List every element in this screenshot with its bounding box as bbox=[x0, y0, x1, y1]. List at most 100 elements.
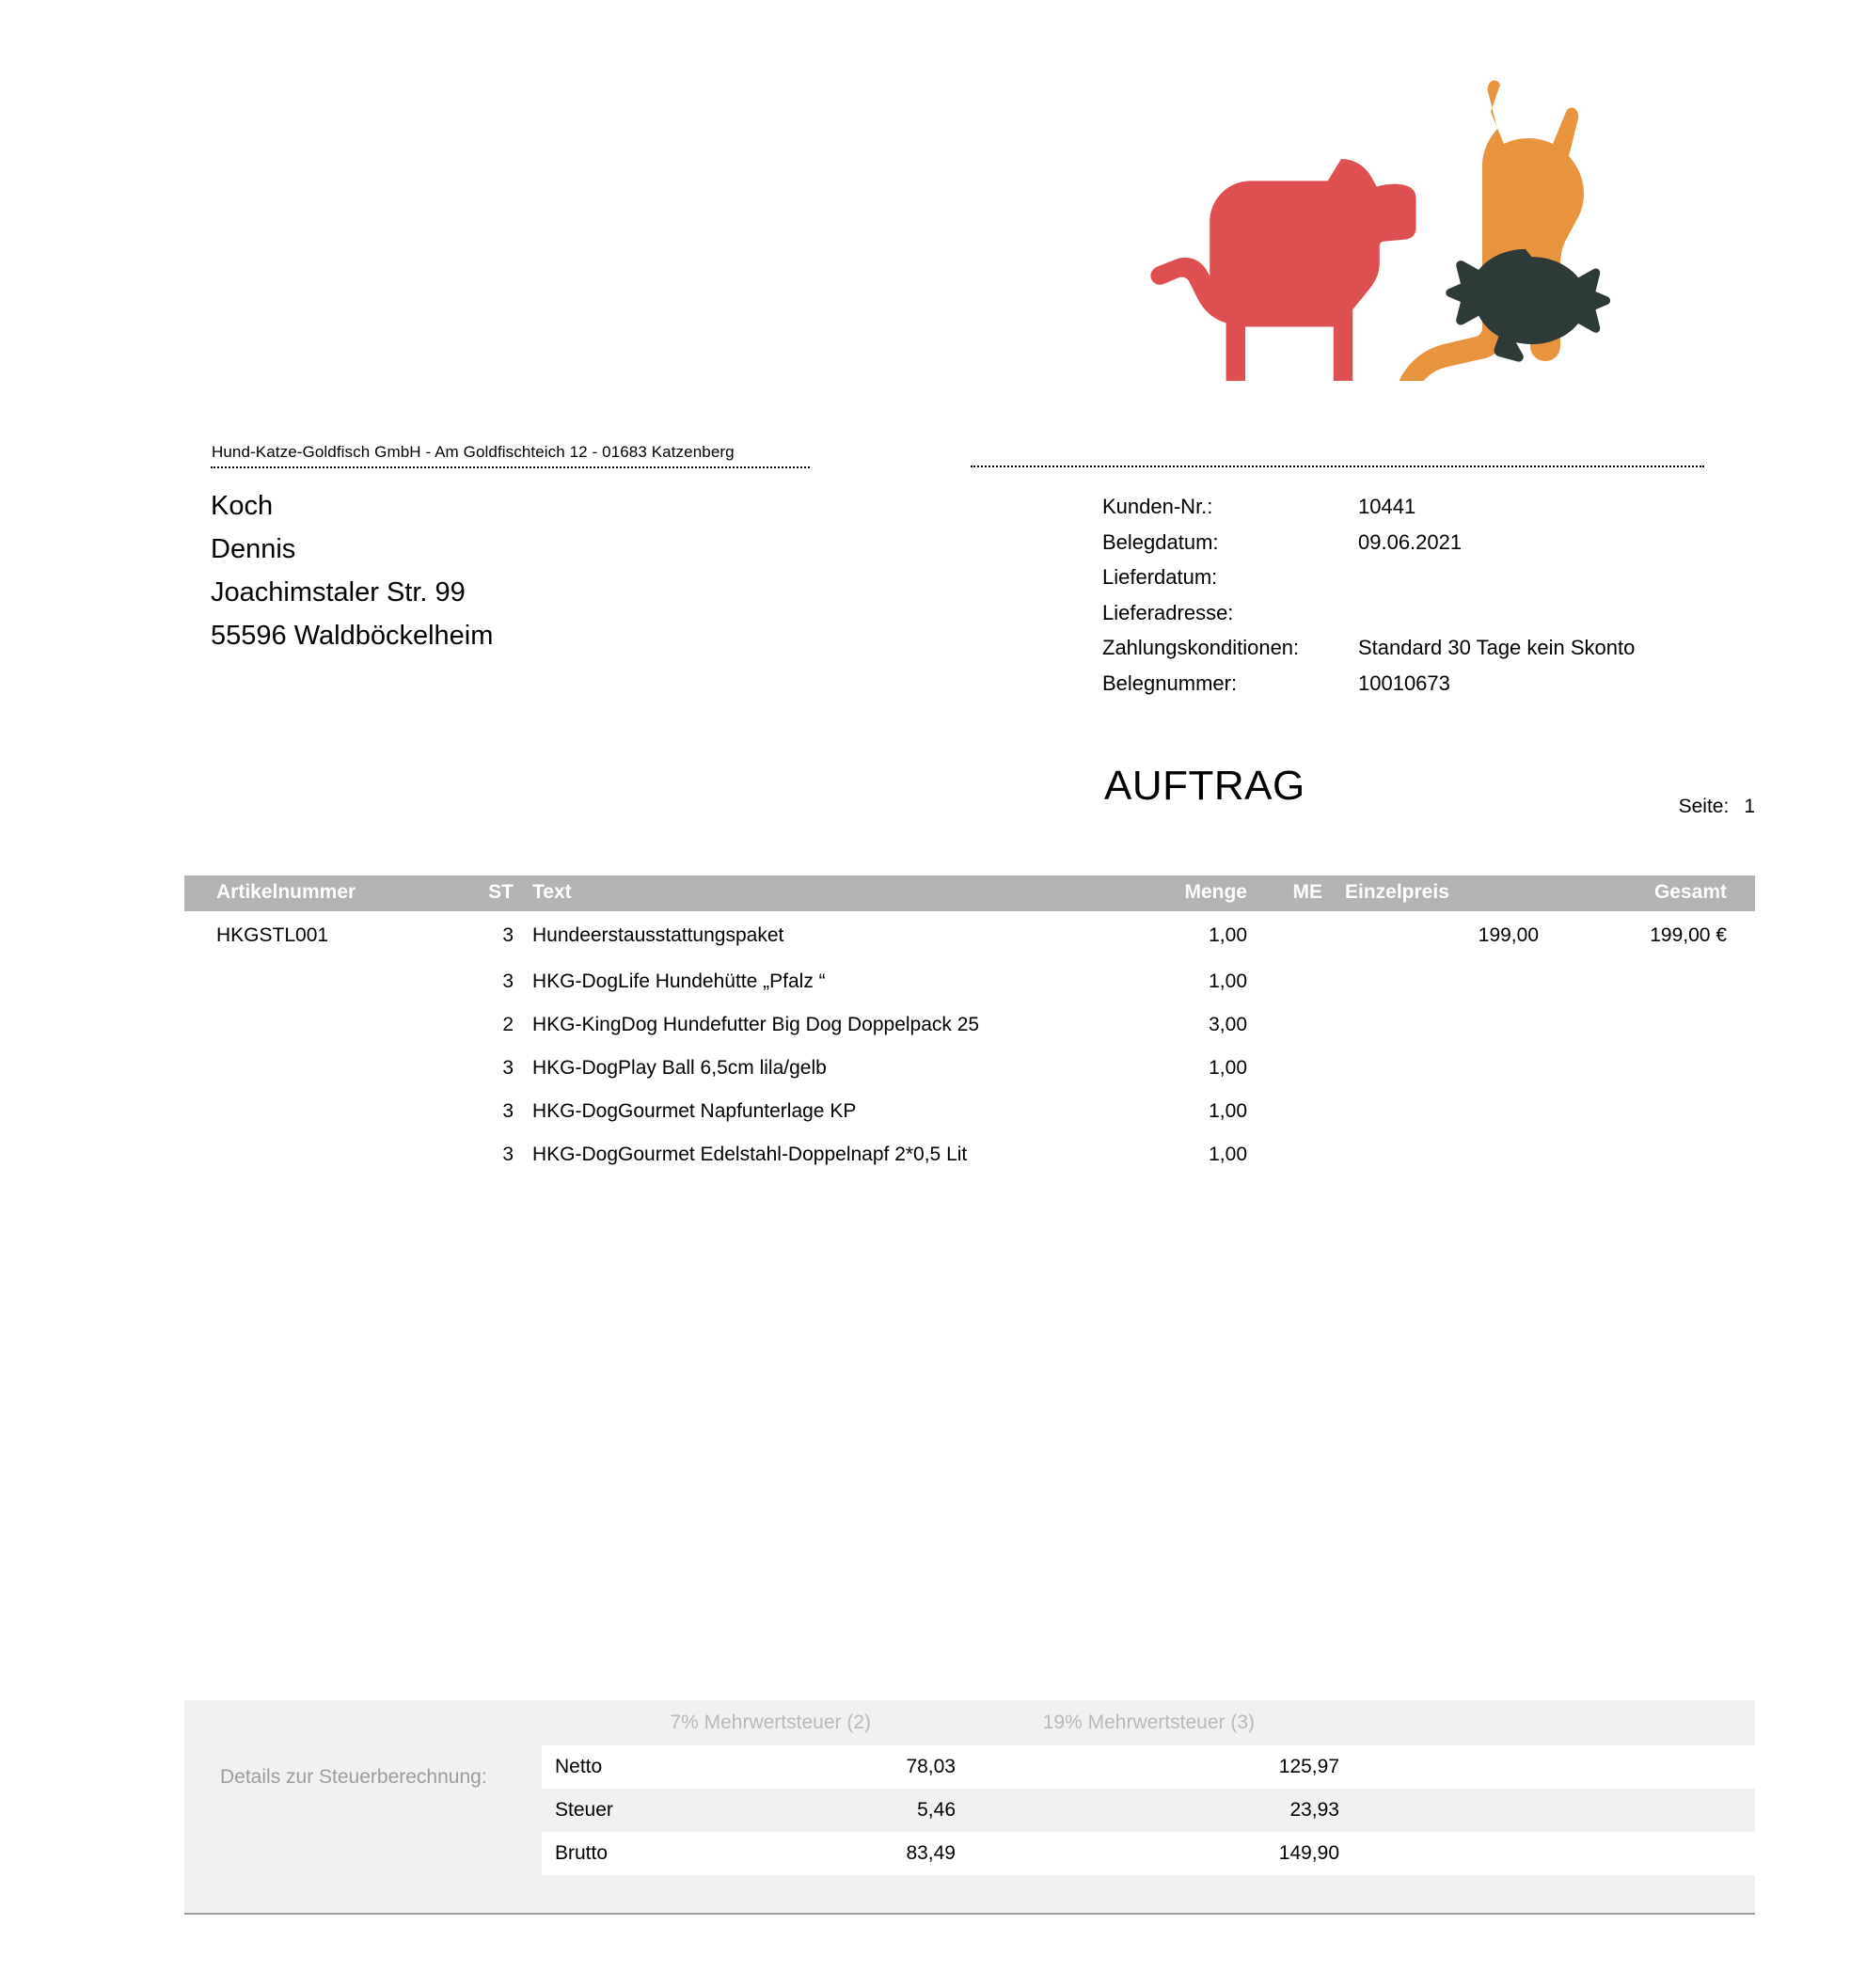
col-header-me: ME bbox=[1247, 876, 1322, 911]
table-row: 2 HKG-KingDog Hundefutter Big Dog Doppel… bbox=[184, 1003, 1755, 1047]
cell-me bbox=[1247, 1003, 1322, 1047]
cell-gesamt bbox=[1539, 1133, 1755, 1176]
cell-artikelnummer bbox=[184, 1003, 457, 1047]
tax-summary-block: 7% Mehrwertsteuer (2) 19% Mehrwertsteuer… bbox=[184, 1700, 1755, 1915]
meta-row-kundennr: Kunden-Nr.: 10441 bbox=[1102, 489, 1635, 525]
table-row: HKGSTL001 3 Hundeerstausstattungspaket 1… bbox=[184, 911, 1755, 960]
line-items-table: Artikelnummer ST Text Menge ME Einzelpre… bbox=[184, 876, 1755, 1176]
meta-divider bbox=[971, 465, 1704, 467]
cell-st: 3 bbox=[502, 970, 514, 992]
tax-row-value-7: 78,03 bbox=[906, 1756, 956, 1777]
table-header-row: Artikelnummer ST Text Menge ME Einzelpre… bbox=[184, 876, 1755, 911]
cell-text: HKG-DogLife Hundehütte „Pfalz “ bbox=[532, 970, 826, 992]
col-header-text: Text bbox=[514, 876, 1078, 911]
tax-summary-header: 7% Mehrwertsteuer (2) 19% Mehrwertsteuer… bbox=[184, 1700, 1755, 1745]
cell-menge: 1,00 bbox=[1209, 1100, 1247, 1122]
cell-einzelpreis bbox=[1322, 1003, 1539, 1047]
meta-value: 09.06.2021 bbox=[1358, 529, 1463, 554]
meta-label: Kunden-Nr.: bbox=[1102, 495, 1213, 518]
tax-row-value-7: 83,49 bbox=[906, 1842, 956, 1864]
cell-st: 3 bbox=[502, 1100, 514, 1122]
fish-silhouette bbox=[1446, 248, 1611, 362]
page-indicator: Seite: 1 bbox=[1679, 796, 1755, 818]
recipient-line-3: Joachimstaler Str. 99 bbox=[211, 577, 466, 607]
dog-silhouette bbox=[1150, 158, 1416, 381]
cell-gesamt: 199,00 € bbox=[1650, 924, 1727, 946]
recipient-line-1: Koch bbox=[211, 491, 274, 521]
cell-text: HKG-DogPlay Ball 6,5cm lila/gelb bbox=[532, 1057, 827, 1079]
cell-gesamt bbox=[1539, 1090, 1755, 1133]
meta-row-lieferdatum: Lieferdatum: bbox=[1102, 560, 1635, 595]
col-header-einzelpreis: Einzelpreis bbox=[1322, 876, 1539, 911]
meta-value: 10010673 bbox=[1358, 671, 1450, 695]
tax-row-netto: Netto 78,03 125,97 bbox=[542, 1745, 1755, 1789]
table-row: 3 HKG-DogGourmet Napfunterlage KP 1,00 bbox=[184, 1090, 1755, 1133]
tax-row-value-19: 149,90 bbox=[1278, 1842, 1339, 1864]
meta-value bbox=[1358, 595, 1635, 631]
tax-summary-body: Details zur Steuerberechnung: Netto 78,0… bbox=[184, 1745, 1755, 1875]
tax-column-header-19: 19% Mehrwertsteuer (3) bbox=[1042, 1712, 1255, 1733]
cell-me bbox=[1247, 1133, 1322, 1176]
cell-text: HKG-DogGourmet Edelstahl-Doppelnapf 2*0,… bbox=[532, 1144, 968, 1165]
cell-menge: 1,00 bbox=[1209, 924, 1247, 946]
cell-st: 3 bbox=[502, 1144, 514, 1165]
meta-value: 10441 bbox=[1358, 495, 1416, 518]
tax-row-label: Steuer bbox=[555, 1799, 613, 1821]
col-header-artikelnummer: Artikelnummer bbox=[184, 876, 457, 911]
tax-row-label: Brutto bbox=[555, 1842, 609, 1864]
company-logo bbox=[1115, 71, 1679, 381]
cell-gesamt bbox=[1539, 960, 1755, 1003]
meta-label: Lieferdatum: bbox=[1102, 565, 1218, 589]
tax-row-value-7: 5,46 bbox=[917, 1799, 956, 1821]
cell-gesamt bbox=[1539, 1003, 1755, 1047]
recipient-address: Koch Dennis Joachimstaler Str. 99 55596 … bbox=[211, 484, 493, 657]
tax-row-brutto: Brutto 83,49 149,90 bbox=[542, 1832, 1755, 1875]
cell-einzelpreis: 199,00 bbox=[1478, 924, 1539, 946]
tax-row-label: Netto bbox=[555, 1756, 603, 1777]
meta-label: Zahlungskonditionen: bbox=[1102, 636, 1300, 659]
meta-row-zahlungskonditionen: Zahlungskonditionen: Standard 30 Tage ke… bbox=[1102, 630, 1635, 666]
document-title: AUFTRAG bbox=[1104, 763, 1305, 809]
tax-row-steuer: Steuer 5,46 23,93 bbox=[542, 1789, 1755, 1832]
col-header-gesamt: Gesamt bbox=[1539, 876, 1755, 911]
cell-st: 3 bbox=[502, 924, 514, 946]
meta-row-belegdatum: Belegdatum: 09.06.2021 bbox=[1102, 525, 1635, 560]
cell-artikelnummer bbox=[184, 960, 457, 1003]
meta-label: Belegdatum: bbox=[1102, 529, 1219, 554]
cell-einzelpreis bbox=[1322, 960, 1539, 1003]
page-label: Seite: bbox=[1678, 796, 1730, 817]
table-row: 3 HKG-DogLife Hundehütte „Pfalz “ 1,00 bbox=[184, 960, 1755, 1003]
cell-st: 3 bbox=[502, 1057, 514, 1079]
meta-row-belegnummer: Belegnummer: 10010673 bbox=[1102, 666, 1635, 702]
table-row: 3 HKG-DogPlay Ball 6,5cm lila/gelb 1,00 bbox=[184, 1047, 1755, 1090]
cell-me bbox=[1247, 1047, 1322, 1090]
cell-gesamt bbox=[1539, 1047, 1755, 1090]
recipient-line-4: 55596 Waldböckelheim bbox=[211, 621, 494, 651]
cell-menge: 1,00 bbox=[1209, 1057, 1247, 1079]
tax-row-value-19: 23,93 bbox=[1289, 1799, 1339, 1821]
tax-summary-side-label: Details zur Steuerberechnung: bbox=[220, 1766, 487, 1788]
col-header-st: ST bbox=[457, 876, 514, 911]
cell-menge: 1,00 bbox=[1209, 1144, 1247, 1165]
tax-summary-rows: Netto 78,03 125,97 Steuer 5,46 23,93 Bru… bbox=[542, 1745, 1755, 1875]
col-header-menge: Menge bbox=[1078, 876, 1247, 911]
cell-artikelnummer bbox=[184, 1133, 457, 1176]
cell-menge: 3,00 bbox=[1209, 1014, 1247, 1035]
cell-text: HKG-KingDog Hundefutter Big Dog Doppelpa… bbox=[532, 1014, 980, 1035]
cell-text: HKG-DogGourmet Napfunterlage KP bbox=[532, 1100, 857, 1122]
table-row: 3 HKG-DogGourmet Edelstahl-Doppelnapf 2*… bbox=[184, 1133, 1755, 1176]
document-meta: Kunden-Nr.: 10441 Belegdatum: 09.06.2021… bbox=[1102, 489, 1635, 701]
cell-artikelnummer bbox=[184, 1090, 457, 1133]
meta-label: Lieferadresse: bbox=[1102, 600, 1234, 624]
recipient-line-2: Dennis bbox=[211, 534, 296, 564]
meta-value: Standard 30 Tage kein Skonto bbox=[1358, 636, 1636, 659]
cell-einzelpreis bbox=[1322, 1090, 1539, 1133]
cell-artikelnummer bbox=[184, 1047, 457, 1090]
tax-column-header-7: 7% Mehrwertsteuer (2) bbox=[670, 1712, 871, 1733]
tax-row-value-19: 125,97 bbox=[1278, 1756, 1339, 1777]
cell-text: Hundeerstausstattungspaket bbox=[532, 924, 784, 946]
sender-divider bbox=[211, 466, 810, 468]
cell-me bbox=[1247, 1090, 1322, 1133]
meta-row-lieferadresse: Lieferadresse: bbox=[1102, 595, 1635, 631]
